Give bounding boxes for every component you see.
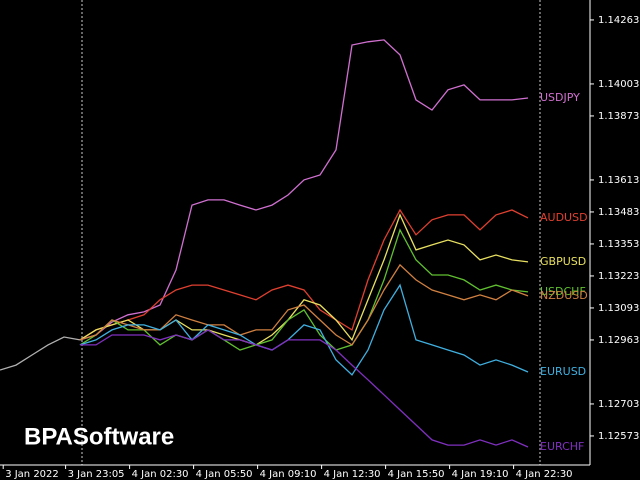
x-tick-label: 4 Jan 22:30 — [516, 469, 573, 480]
series-line — [79, 39, 529, 341]
series-line — [79, 228, 529, 351]
series-line — [79, 208, 529, 341]
x-tick-label: 3 Jan 23:05 — [68, 469, 125, 480]
series-label: USDJPY — [540, 91, 580, 104]
series-label: EURUSD — [540, 365, 586, 378]
series-label: AUDUSD — [540, 211, 588, 224]
x-tick-label: 3 Jan 2022 — [5, 469, 59, 480]
series-label: USDCHF — [540, 285, 586, 298]
x-tick-label: 4 Jan 19:10 — [452, 469, 509, 480]
series-line — [79, 263, 529, 346]
y-tick-label: 1.13873 — [598, 111, 639, 122]
y-tick-label: 1.12573 — [598, 431, 639, 442]
x-tick-label: 4 Jan 02:30 — [132, 469, 189, 480]
series-label: EURCHF — [540, 440, 584, 453]
y-tick-label: 1.12963 — [598, 335, 639, 346]
y-tick-label: 1.13223 — [598, 271, 639, 282]
y-tick-label: 1.13613 — [598, 175, 639, 186]
series-label: GBPUSD — [540, 255, 586, 268]
y-tick-label: 1.14263 — [598, 15, 639, 26]
x-tick-label: 4 Jan 15:50 — [388, 469, 445, 480]
series-line — [80, 329, 529, 448]
y-tick-label: 1.13483 — [598, 207, 639, 218]
x-tick-label: 4 Jan 09:10 — [260, 469, 317, 480]
series-label: NZDUSD — [540, 289, 588, 302]
series-line — [79, 283, 529, 376]
y-tick-label: 1.12703 — [598, 399, 639, 410]
y-tick-label: 1.13353 — [598, 239, 639, 250]
y-tick-label: 1.14003 — [598, 79, 639, 90]
series-line — [0, 336, 81, 371]
y-tick-label: 1.13093 — [598, 303, 639, 314]
x-tick-label: 4 Jan 12:30 — [324, 469, 381, 480]
watermark: BPASoftware — [24, 423, 174, 450]
x-tick-label: 4 Jan 05:50 — [196, 469, 253, 480]
